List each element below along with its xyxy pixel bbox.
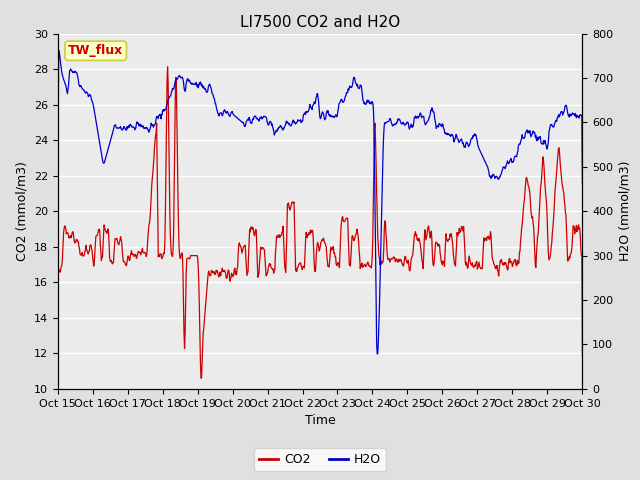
Y-axis label: H2O (mmol/m3): H2O (mmol/m3) xyxy=(619,161,632,262)
Text: TW_flux: TW_flux xyxy=(68,44,124,57)
H2O xyxy=(152,120,159,125)
CO2 xyxy=(273,233,280,239)
CO2 xyxy=(151,138,159,144)
CO2 xyxy=(554,160,561,166)
Y-axis label: CO2 (mmol/m3): CO2 (mmol/m3) xyxy=(15,161,28,261)
CO2 xyxy=(54,367,61,373)
Line: CO2: CO2 xyxy=(58,67,582,378)
H2O xyxy=(55,48,63,53)
X-axis label: Time: Time xyxy=(305,414,335,427)
H2O xyxy=(272,127,280,133)
H2O xyxy=(554,115,561,120)
CO2 xyxy=(561,210,569,216)
Legend: CO2, H2O: CO2, H2O xyxy=(254,448,386,471)
H2O xyxy=(561,103,569,109)
CO2 xyxy=(164,64,172,70)
H2O xyxy=(579,180,586,186)
H2O xyxy=(373,351,381,357)
CO2 xyxy=(197,375,205,381)
H2O xyxy=(54,216,61,222)
CO2 xyxy=(579,354,586,360)
CO2 xyxy=(364,259,372,265)
H2O xyxy=(364,97,371,103)
CO2 xyxy=(79,253,86,259)
H2O xyxy=(79,87,87,93)
Title: LI7500 CO2 and H2O: LI7500 CO2 and H2O xyxy=(240,15,400,30)
Line: H2O: H2O xyxy=(58,50,582,354)
